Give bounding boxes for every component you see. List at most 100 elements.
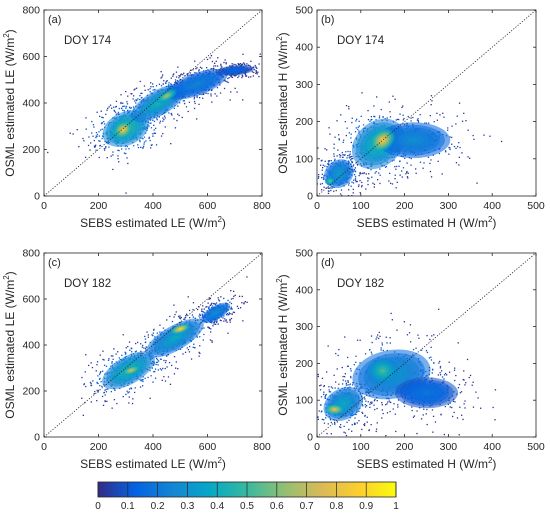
scatter-point [389, 172, 391, 174]
scatter-point [382, 412, 384, 415]
scatter-point [418, 337, 420, 339]
scatter-point [141, 379, 143, 381]
scatter-point [376, 96, 378, 98]
scatter-point [350, 159, 352, 161]
scatter-point [128, 106, 131, 108]
scatter-point [492, 406, 494, 409]
scatter-point [213, 65, 215, 67]
scatter-point [345, 151, 347, 153]
scatter-point [91, 366, 94, 369]
scatter-point [213, 68, 215, 70]
scatter-point [320, 396, 323, 398]
scatter-point [72, 133, 74, 135]
scatter-point [105, 391, 108, 393]
scatter-point [337, 387, 339, 389]
scatter-point [99, 115, 101, 117]
scatter-point [236, 91, 238, 93]
scatter-point [358, 174, 360, 177]
scatter-point [175, 367, 177, 369]
scatter-point [199, 345, 201, 347]
scatter-point [179, 75, 181, 77]
scatter-point [215, 320, 217, 322]
scatter-point [152, 119, 154, 121]
scatter-point [160, 85, 163, 87]
scatter-point [158, 116, 160, 118]
scatter-point [171, 364, 173, 367]
scatter-point [92, 135, 94, 137]
scatter-point [162, 133, 164, 135]
scatter-point [333, 374, 335, 376]
scatter-point [201, 310, 203, 312]
scatter-point [125, 148, 127, 150]
scatter-point [336, 421, 338, 423]
scatter-point [151, 367, 153, 369]
scatter-point [406, 170, 408, 173]
scatter-point [103, 149, 106, 151]
scatter-point [155, 144, 158, 146]
scatter-point [238, 295, 241, 297]
scatter-point [95, 136, 97, 139]
scatter-point [328, 389, 330, 391]
scatter-point [371, 341, 373, 344]
scatter-point [207, 326, 209, 328]
scatter-point [361, 186, 363, 188]
scatter-point [243, 303, 245, 305]
density-contour [408, 137, 419, 143]
scatter-point [365, 400, 367, 402]
scatter-point [338, 139, 340, 141]
scatter-point [323, 419, 325, 421]
scatter-point [90, 382, 92, 385]
axes-box [316, 252, 537, 438]
scatter-point [127, 162, 129, 165]
scatter-point [143, 347, 145, 349]
scatter-point [342, 375, 344, 378]
scatter-point [170, 143, 172, 145]
scatter-point [350, 156, 352, 158]
scatter-point [472, 381, 474, 383]
scatter-point [156, 361, 159, 363]
scatter-point [462, 418, 464, 421]
scatter-point [358, 120, 360, 122]
scatter-point [101, 395, 104, 398]
scatter-point [335, 381, 337, 383]
scatter-point [202, 339, 204, 341]
scatter-point [426, 423, 428, 426]
scatter-point [153, 120, 156, 123]
scatter-point [451, 125, 453, 127]
scatter-point [216, 320, 218, 322]
scatter-point [210, 95, 212, 97]
scatter-point [351, 160, 353, 163]
scatter-point [150, 127, 153, 129]
scatter-point [122, 105, 124, 108]
scatter-point [457, 145, 459, 148]
colorbar-tick-label: 0.6 [270, 501, 284, 512]
scatter-point [238, 63, 241, 66]
scatter-point [194, 102, 196, 105]
scatter-point [180, 316, 182, 319]
scatter-point [122, 334, 124, 336]
scatter-point [205, 92, 207, 94]
scatter-point [211, 60, 214, 63]
scatter-point [210, 328, 212, 330]
scatter-point [101, 135, 104, 137]
scatter-point [352, 382, 354, 384]
scatter-point [473, 138, 475, 140]
scatter-point [230, 75, 232, 77]
scatter-point [90, 384, 93, 387]
reference-line-1to1 [316, 9, 537, 197]
scatter-point [324, 148, 326, 150]
scatter-point [137, 98, 139, 100]
scatter-point [99, 144, 102, 147]
scatter-point [144, 348, 147, 350]
scatter-point [317, 373, 319, 376]
scatter-point [88, 136, 90, 138]
scatter-point [127, 95, 129, 97]
scatter-point [96, 135, 98, 138]
y-tick-label: 100 [295, 395, 313, 407]
scatter-point [223, 320, 225, 322]
y-tick-label: 200 [295, 358, 313, 370]
scatter-point [206, 58, 209, 61]
scatter-point [368, 177, 370, 180]
scatter-point [402, 114, 404, 116]
scatter-point [177, 113, 179, 115]
